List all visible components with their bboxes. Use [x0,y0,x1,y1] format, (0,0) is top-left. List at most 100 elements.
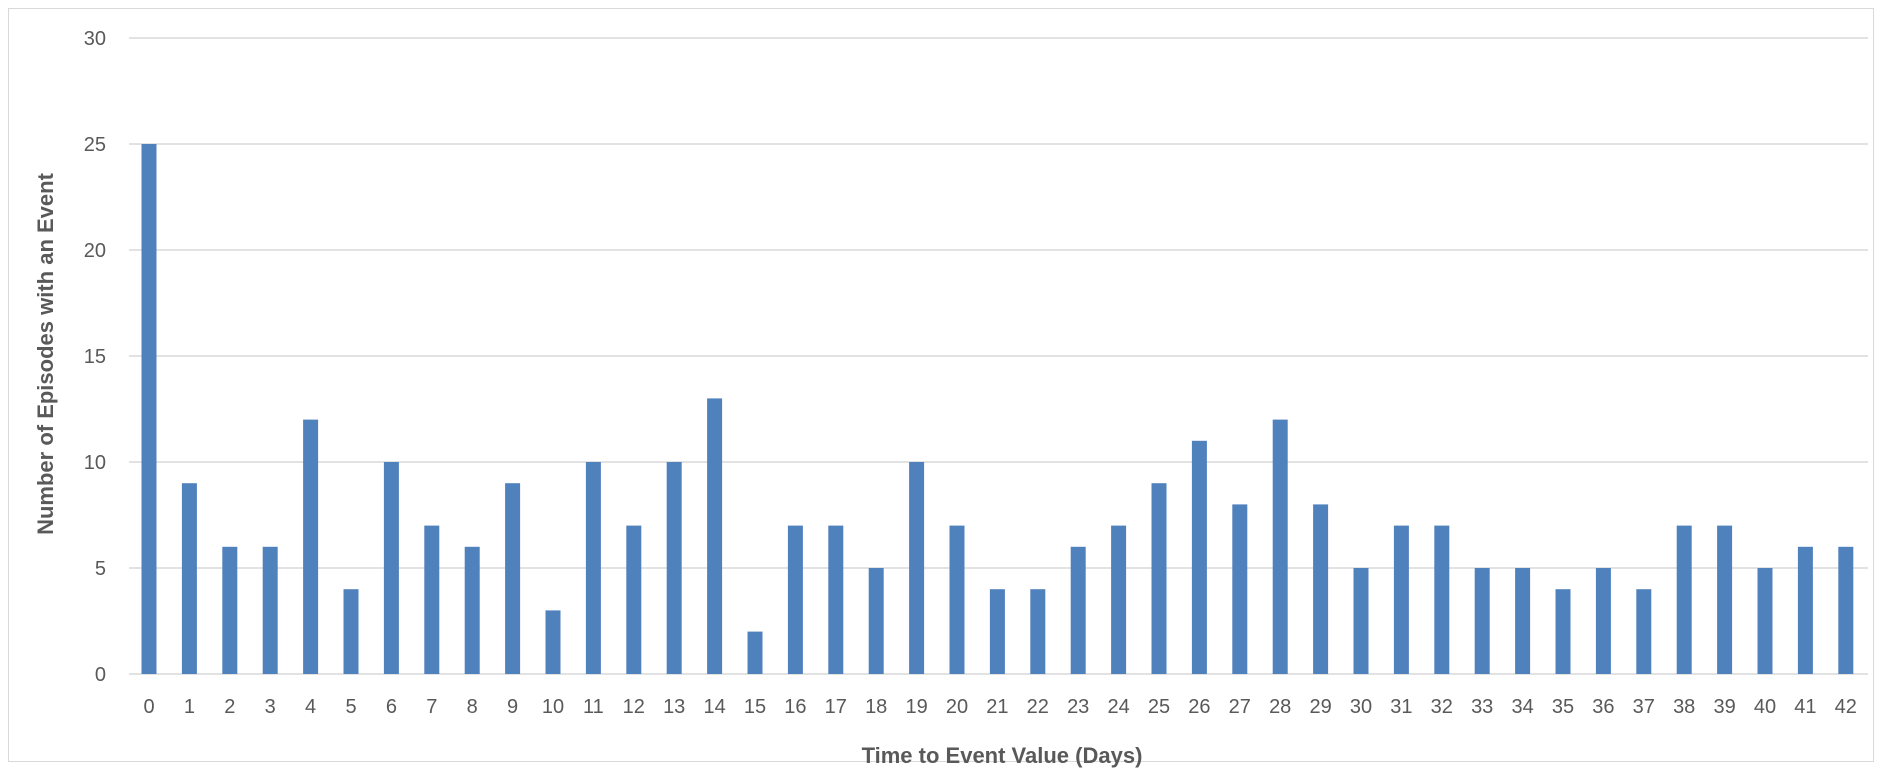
bar-27 [1232,504,1248,674]
bar-26 [1191,440,1207,674]
x-tick-label: 8 [467,696,478,718]
x-tick-label: 20 [946,696,968,718]
x-tick-label: 10 [542,696,564,718]
x-tick-label: 35 [1552,696,1574,718]
x-tick-label: 12 [623,696,645,718]
x-tick-label: 13 [663,696,685,718]
bar-2 [222,546,238,674]
x-tick-label: 29 [1309,696,1331,718]
bar-21 [989,589,1005,674]
bar-37 [1636,589,1652,674]
x-tick-label: 31 [1390,696,1412,718]
x-axis-title: Time to Event Value (Days) [862,743,1143,768]
bar-22 [1030,589,1046,674]
bar-39 [1717,525,1733,674]
bar-3 [262,546,278,674]
bar-0 [141,144,157,674]
bar-31 [1393,525,1409,674]
bar-28 [1272,419,1288,674]
bar-25 [1151,483,1167,674]
bar-11 [585,462,601,674]
bar-7 [424,525,440,674]
x-tick-label: 11 [583,696,604,718]
bar-40 [1757,568,1773,674]
bar-8 [464,546,480,674]
y-tick-label: 10 [84,452,106,474]
x-tick-label: 36 [1592,696,1614,718]
y-tick-label: 20 [84,240,106,262]
x-tick-label: 19 [905,696,927,718]
x-tick-label: 23 [1067,696,1089,718]
bar-29 [1313,504,1329,674]
bar-38 [1676,525,1692,674]
x-tick-label: 26 [1188,696,1210,718]
bar-20 [949,525,965,674]
x-tick-label: 37 [1633,696,1655,718]
x-tick-label: 42 [1835,696,1857,718]
bar-16 [787,525,803,674]
x-tick-label: 4 [305,696,316,718]
bar-41 [1797,546,1813,674]
x-tick-label: 14 [703,696,725,718]
x-tick-label: 15 [744,696,766,718]
x-tick-label: 5 [345,696,356,718]
bar-15 [747,631,763,674]
bar-5 [343,589,359,674]
x-tick-label: 7 [426,696,437,718]
x-tick-label: 1 [184,696,195,718]
x-tick-label: 6 [386,696,397,718]
bar-14 [707,398,723,674]
bar-4 [303,419,319,674]
x-tick-label: 21 [986,696,1008,718]
x-tick-label: 33 [1471,696,1493,718]
x-tick-label: 28 [1269,696,1291,718]
y-tick-label: 30 [84,28,106,50]
x-tick-label: 25 [1148,696,1170,718]
y-tick-label: 15 [84,346,106,368]
x-tick-label: 18 [865,696,887,718]
x-tick-label: 27 [1229,696,1251,718]
bar-6 [383,462,399,674]
bar-30 [1353,568,1369,674]
bar-36 [1595,568,1611,674]
bar-17 [828,525,844,674]
bar-23 [1070,546,1086,674]
x-tick-label: 16 [784,696,806,718]
bar-42 [1838,546,1854,674]
x-tick-label: 3 [265,696,276,718]
bar-10 [545,610,561,674]
x-tick-label: 17 [825,696,847,718]
bar-34 [1515,568,1531,674]
bar-18 [868,568,884,674]
bar-32 [1434,525,1450,674]
x-tick-label: 22 [1027,696,1049,718]
y-axis-title: Number of Episodes with an Event [33,172,58,535]
bar-13 [666,462,682,674]
bar-35 [1555,589,1571,674]
x-tick-label: 34 [1511,696,1533,718]
x-tick-label: 39 [1713,696,1735,718]
bar-series [141,144,1854,674]
x-tick-label: 2 [224,696,235,718]
bar-12 [626,525,642,674]
x-tick-label: 0 [143,696,154,718]
x-tick-label: 24 [1107,696,1129,718]
y-tick-label: 25 [84,134,106,156]
bar-1 [181,483,197,674]
bar-33 [1474,568,1490,674]
bar-9 [505,483,521,674]
x-tick-label: 40 [1754,696,1776,718]
x-axis-ticks: 0 1 2 3 4 5 6 7 8 9 10 11 12 13 14 15 16 17 18 19 20 21 22 23 24… [143,696,1856,718]
x-tick-label: 41 [1794,696,1816,718]
y-tick-label: 5 [95,558,106,580]
gridlines [129,37,1868,675]
y-axis-ticks: 0 5 10 15 20 25 30 [84,28,106,686]
x-tick-label: 9 [507,696,518,718]
bar-24 [1111,525,1127,674]
x-tick-label: 30 [1350,696,1372,718]
x-tick-label: 32 [1431,696,1453,718]
bar-19 [909,462,925,674]
y-tick-label: 0 [95,664,106,686]
x-tick-label: 38 [1673,696,1695,718]
